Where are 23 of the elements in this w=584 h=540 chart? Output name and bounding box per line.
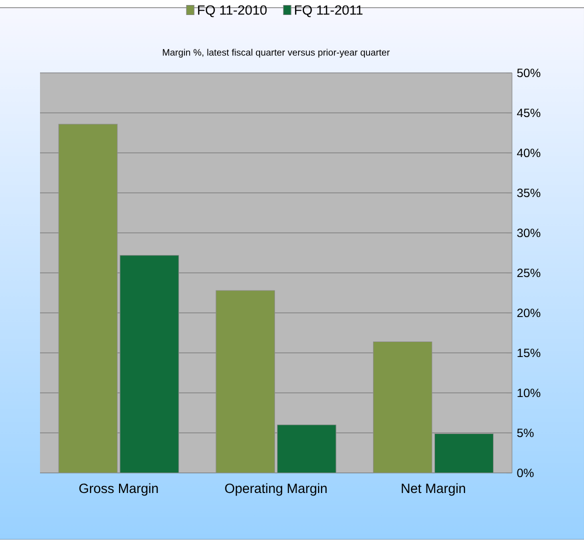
x-tick-label: Gross Margin: [79, 484, 158, 496]
legend-label: FQ 11-2011: [295, 6, 362, 18]
legend-label: FQ 11-2010: [198, 6, 267, 18]
chart-title: Margin %, latest fiscal quarter versus prior-year quarter: [162, 49, 390, 58]
bar: [434, 434, 494, 474]
x-tick-label: Net Margin: [402, 484, 466, 496]
y-tick-label: 45%: [516, 108, 540, 118]
bar: [277, 424, 336, 474]
y-tick-label: 50%: [517, 68, 540, 78]
y-tick-label: 25%: [517, 268, 540, 278]
y-tick-label: 30%: [517, 228, 540, 238]
y-tick-label: 40%: [516, 148, 540, 158]
y-tick-label: 35%: [517, 188, 540, 198]
bar: [58, 124, 118, 474]
y-tick-label: 15%: [518, 348, 540, 358]
bar: [373, 342, 432, 474]
y-tick-label: 10%: [518, 388, 540, 398]
bar: [120, 255, 179, 474]
y-tick-label: 20%: [517, 308, 540, 318]
y-tick-label: 5%: [517, 428, 534, 438]
x-tick-label: Operating Margin: [225, 484, 327, 496]
y-tick-label: 0%: [517, 468, 534, 478]
bar: [216, 290, 275, 474]
